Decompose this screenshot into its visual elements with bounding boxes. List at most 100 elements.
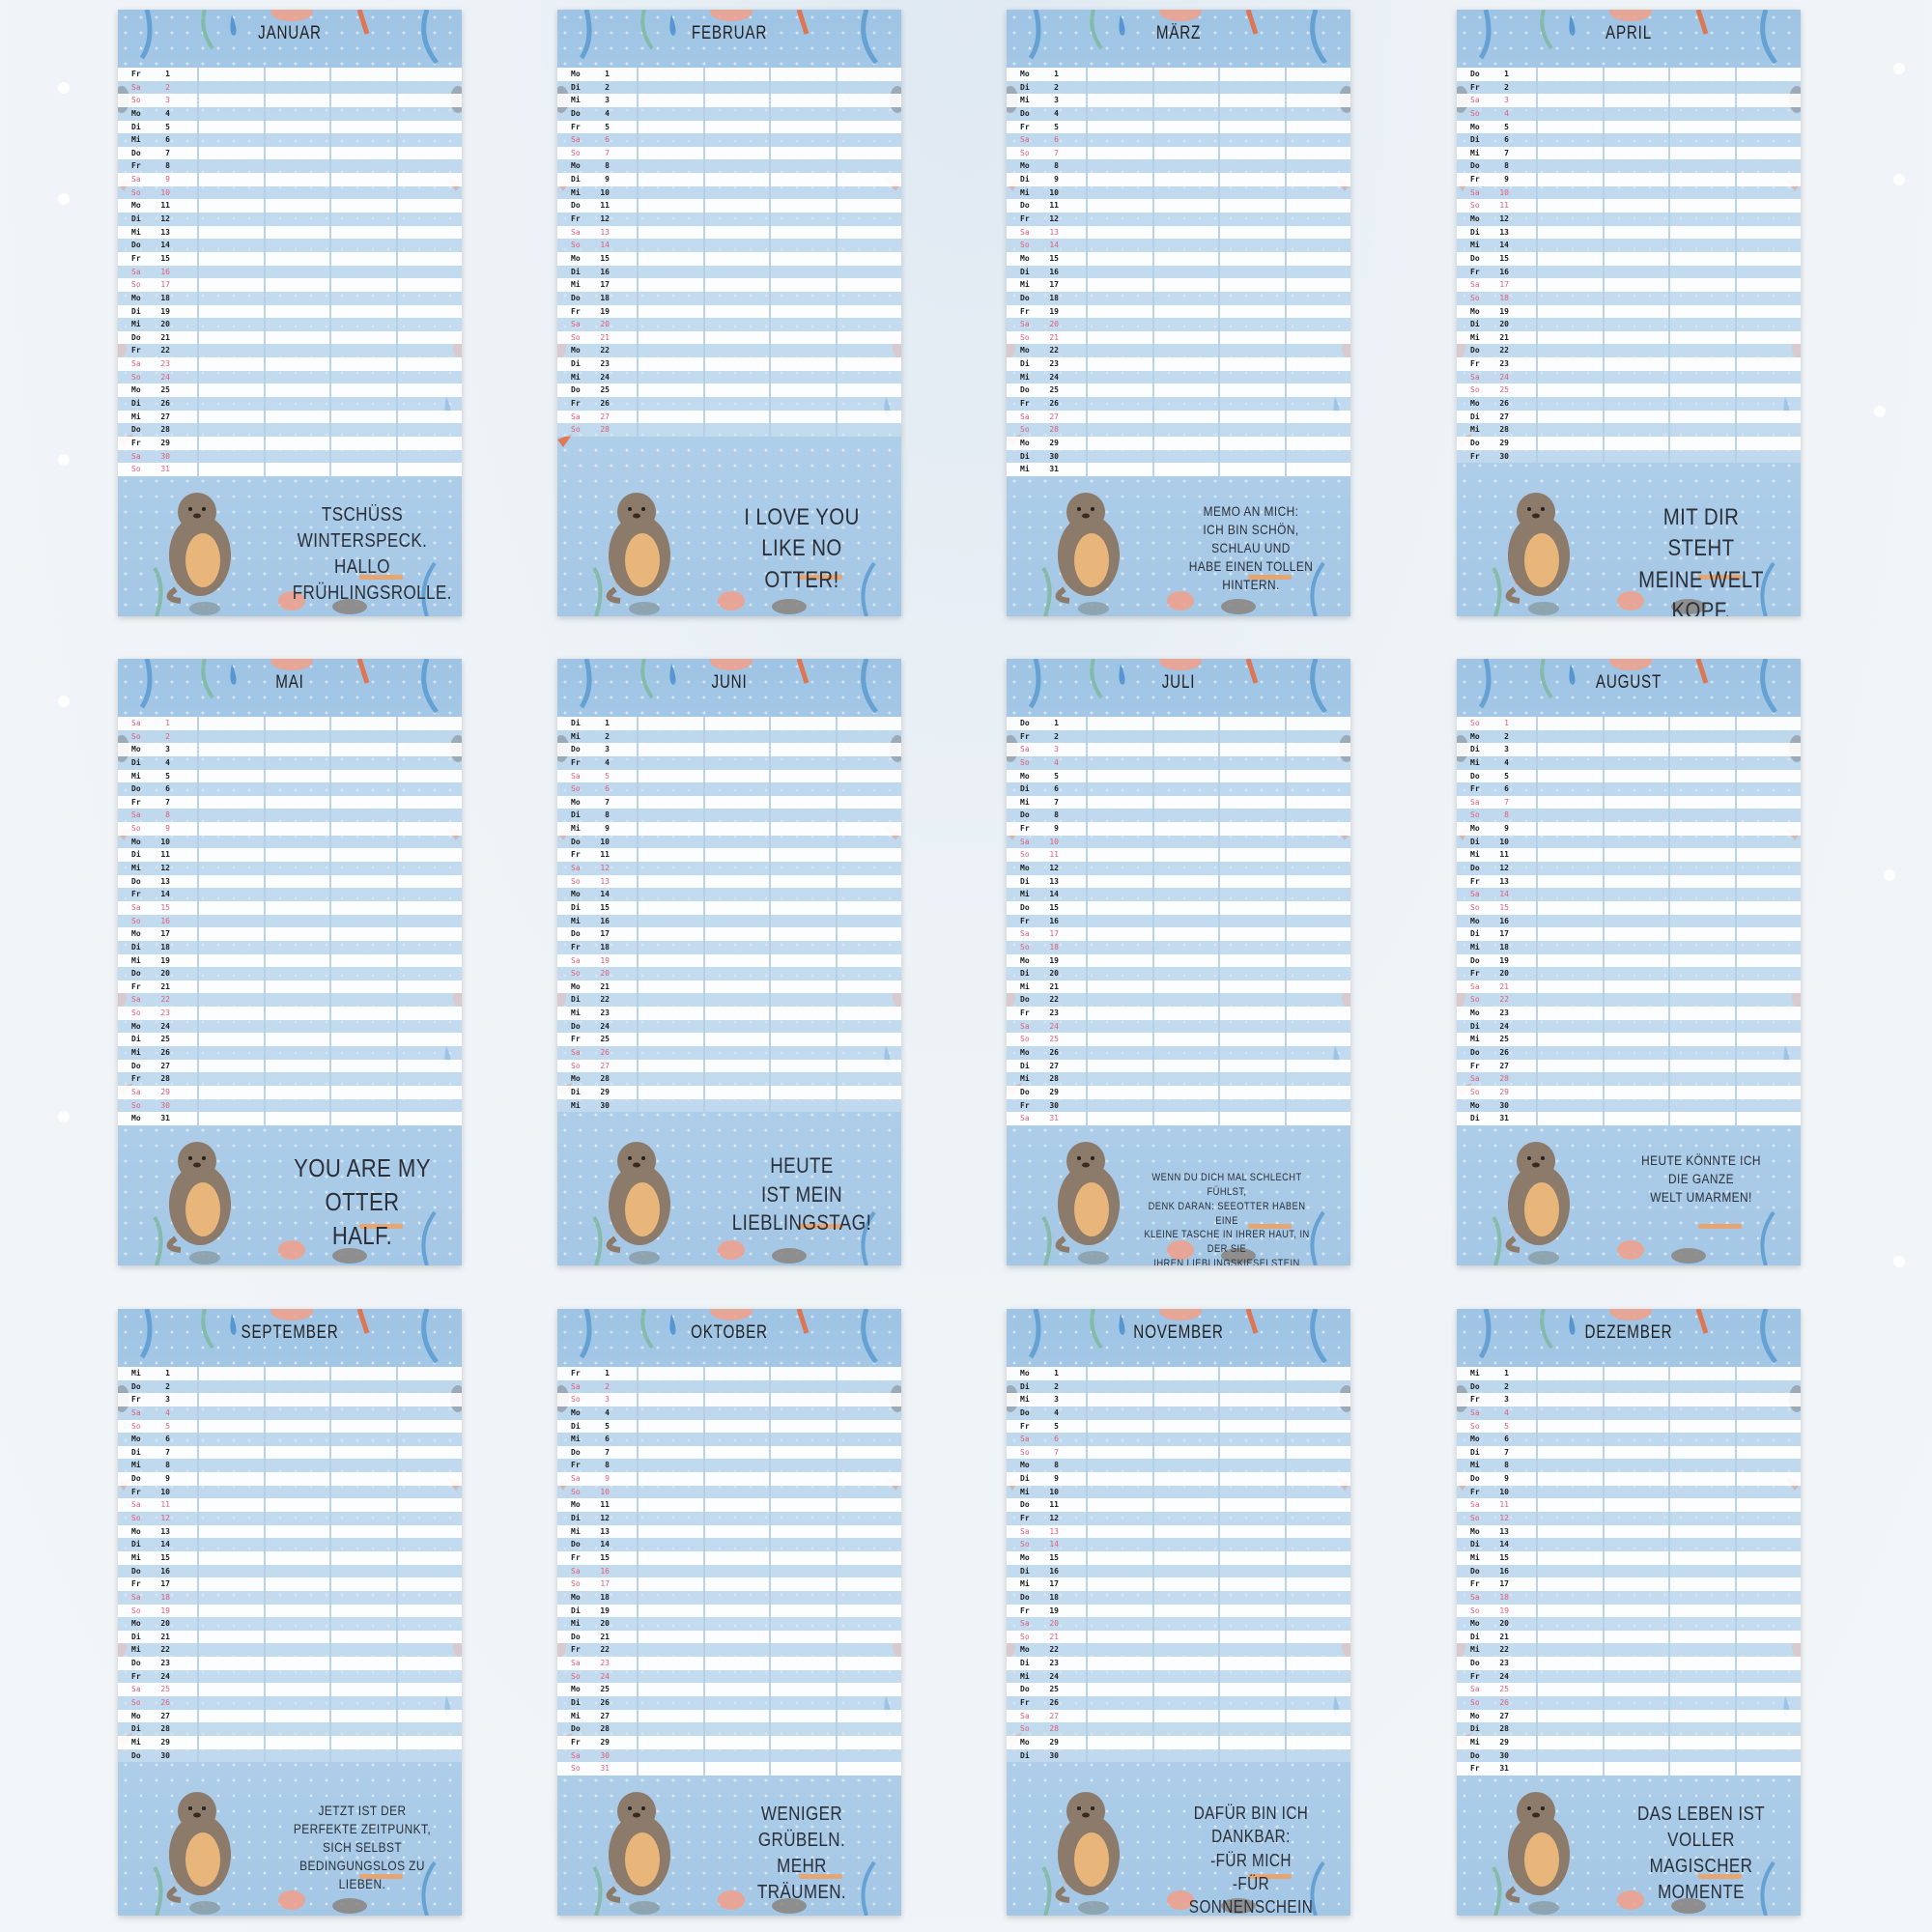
entry-cell[interactable]: [197, 384, 264, 398]
entry-cell[interactable]: [263, 159, 330, 174]
entry-cell[interactable]: [1151, 1406, 1219, 1420]
entry-cell[interactable]: [263, 213, 330, 226]
entry-cell[interactable]: [263, 848, 330, 863]
entry-cell[interactable]: [1086, 822, 1152, 836]
entry-cell[interactable]: [835, 848, 902, 863]
entry-cell[interactable]: [702, 344, 770, 358]
entry-cell[interactable]: [1284, 357, 1351, 371]
entry-cell[interactable]: [1218, 199, 1285, 213]
entry-cell[interactable]: [197, 1112, 264, 1125]
entry-cell[interactable]: [637, 1498, 703, 1513]
entry-cell[interactable]: [835, 1657, 902, 1670]
entry-cell[interactable]: [1668, 1085, 1735, 1099]
entry-cell[interactable]: [1602, 1617, 1669, 1631]
entry-cell[interactable]: [702, 862, 770, 875]
entry-cell[interactable]: [329, 1419, 396, 1434]
entry-cell[interactable]: [263, 900, 330, 915]
entry-cell[interactable]: [329, 291, 396, 305]
entry-cell[interactable]: [1668, 809, 1735, 823]
entry-cell[interactable]: [1734, 1617, 1802, 1631]
entry-cell[interactable]: [1734, 717, 1802, 730]
entry-cell[interactable]: [637, 967, 703, 980]
entry-cell[interactable]: [1284, 185, 1351, 200]
entry-cell[interactable]: [702, 1419, 770, 1434]
entry-cell[interactable]: [1668, 953, 1735, 968]
entry-cell[interactable]: [1086, 80, 1152, 95]
entry-cell[interactable]: [1734, 1709, 1802, 1723]
entry-cell[interactable]: [329, 225, 396, 240]
entry-cell[interactable]: [769, 1748, 836, 1763]
entry-cell[interactable]: [769, 835, 836, 849]
entry-cell[interactable]: [1602, 848, 1669, 863]
entry-cell[interactable]: [1734, 357, 1802, 371]
entry-cell[interactable]: [1284, 1072, 1351, 1086]
entry-cell[interactable]: [1734, 291, 1802, 305]
entry-cell[interactable]: [395, 993, 463, 1008]
entry-cell[interactable]: [637, 1419, 703, 1434]
entry-cell[interactable]: [769, 755, 836, 770]
entry-cell[interactable]: [1218, 1059, 1285, 1073]
entry-cell[interactable]: [702, 94, 770, 107]
entry-cell[interactable]: [637, 357, 703, 371]
entry-cell[interactable]: [263, 410, 330, 424]
entry-cell[interactable]: [1151, 1046, 1219, 1060]
entry-cell[interactable]: [1536, 397, 1603, 411]
entry-cell[interactable]: [769, 199, 836, 213]
entry-cell[interactable]: [1218, 1643, 1285, 1658]
entry-cell[interactable]: [1602, 1472, 1669, 1486]
entry-cell[interactable]: [1151, 862, 1219, 875]
entry-cell[interactable]: [637, 344, 703, 358]
entry-cell[interactable]: [1151, 743, 1219, 756]
entry-cell[interactable]: [1218, 80, 1285, 95]
entry-cell[interactable]: [769, 1379, 836, 1394]
entry-cell[interactable]: [197, 1046, 264, 1060]
entry-cell[interactable]: [197, 862, 264, 875]
entry-cell[interactable]: [1602, 304, 1669, 319]
entry-cell[interactable]: [1151, 980, 1219, 994]
entry-cell[interactable]: [637, 1577, 703, 1591]
entry-cell[interactable]: [769, 94, 836, 107]
entry-cell[interactable]: [1602, 278, 1669, 292]
entry-cell[interactable]: [395, 940, 463, 954]
entry-cell[interactable]: [1668, 874, 1735, 889]
entry-cell[interactable]: [1602, 1512, 1669, 1525]
entry-cell[interactable]: [329, 423, 396, 437]
entry-cell[interactable]: [769, 1617, 836, 1631]
entry-cell[interactable]: [702, 239, 770, 252]
entry-cell[interactable]: [1284, 199, 1351, 213]
entry-cell[interactable]: [1668, 1433, 1735, 1446]
entry-cell[interactable]: [1734, 1485, 1802, 1499]
entry-cell[interactable]: [395, 1669, 463, 1684]
entry-cell[interactable]: [1151, 384, 1219, 398]
entry-cell[interactable]: [1218, 927, 1285, 941]
entry-cell[interactable]: [835, 291, 902, 305]
entry-cell[interactable]: [1734, 1419, 1802, 1434]
entry-cell[interactable]: [1668, 384, 1735, 398]
entry-cell[interactable]: [1668, 743, 1735, 756]
entry-cell[interactable]: [1218, 291, 1285, 305]
entry-cell[interactable]: [395, 251, 463, 266]
entry-cell[interactable]: [1536, 717, 1603, 730]
entry-cell[interactable]: [329, 1722, 396, 1736]
entry-cell[interactable]: [835, 1604, 902, 1618]
entry-cell[interactable]: [329, 795, 396, 810]
entry-cell[interactable]: [702, 1445, 770, 1460]
entry-cell[interactable]: [1284, 291, 1351, 305]
entry-cell[interactable]: [263, 809, 330, 823]
entry-cell[interactable]: [1086, 1564, 1152, 1578]
entry-cell[interactable]: [395, 1072, 463, 1086]
entry-cell[interactable]: [263, 265, 330, 279]
entry-cell[interactable]: [769, 1577, 836, 1591]
entry-cell[interactable]: [1668, 1007, 1735, 1020]
entry-cell[interactable]: [702, 1046, 770, 1060]
entry-cell[interactable]: [395, 423, 463, 437]
entry-cell[interactable]: [1734, 94, 1802, 107]
entry-cell[interactable]: [395, 1564, 463, 1578]
entry-cell[interactable]: [263, 1696, 330, 1710]
entry-cell[interactable]: [1151, 173, 1219, 186]
entry-cell[interactable]: [263, 80, 330, 95]
entry-cell[interactable]: [835, 993, 902, 1008]
entry-cell[interactable]: [1284, 330, 1351, 345]
entry-cell[interactable]: [329, 94, 396, 107]
entry-cell[interactable]: [637, 384, 703, 398]
